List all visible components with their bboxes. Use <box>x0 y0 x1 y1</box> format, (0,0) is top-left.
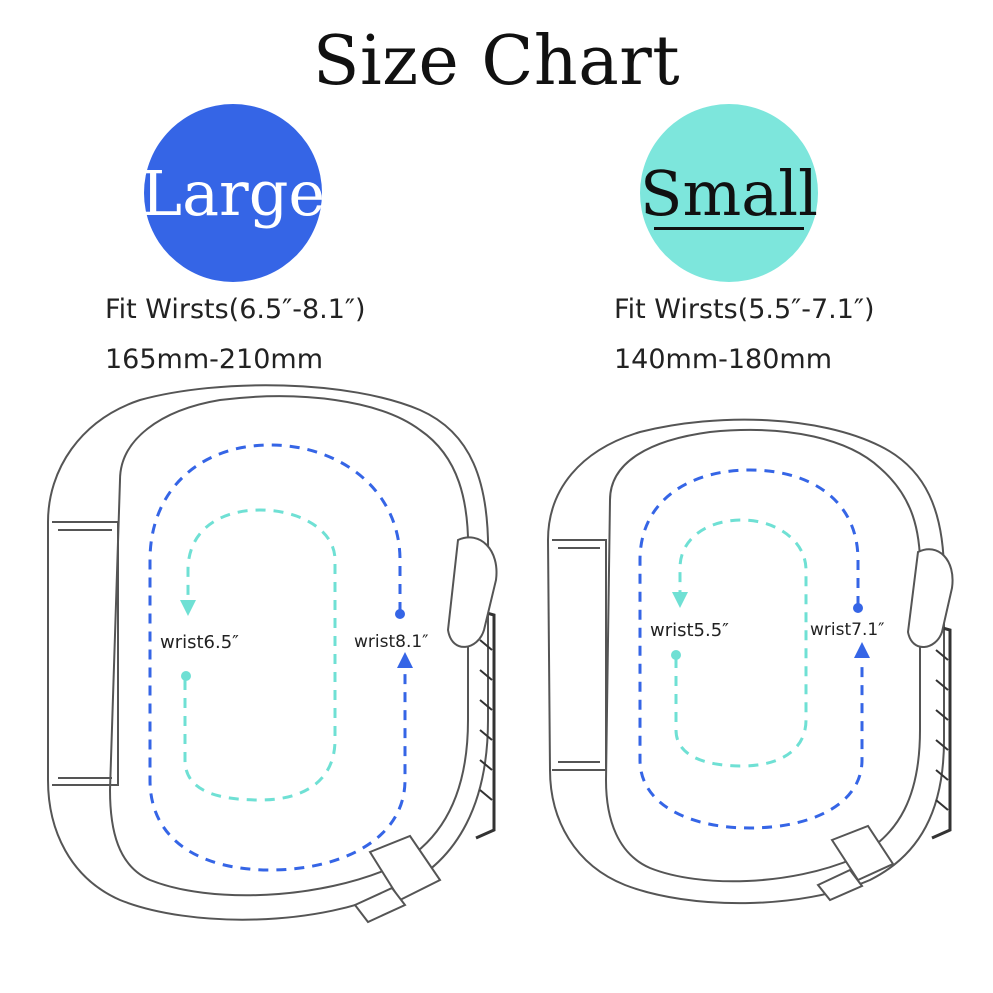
small-fit-text: Fit Wirsts(5.5″-7.1″) <box>614 294 875 325</box>
large-mm-text: 165mm-210mm <box>105 344 324 375</box>
large-band-outline-outer <box>47 384 490 921</box>
large-band-buckle <box>368 834 442 902</box>
large-inner-wrist-label: wrist6.5″ <box>160 632 239 653</box>
small-inner-loop-arrowhead <box>672 592 688 608</box>
small-outer-wrist-label: wrist7.1″ <box>810 620 885 640</box>
small-band-outline-inner <box>604 429 922 883</box>
small-outer-loop <box>638 468 864 830</box>
large-tracker-body <box>52 521 119 786</box>
small-band-keeper <box>906 548 954 648</box>
small-band-buckle <box>830 824 895 882</box>
small-outer-loop-start-dot <box>853 603 863 613</box>
large-band-drawing <box>47 384 498 924</box>
large-band-outline-inner <box>108 395 470 897</box>
small-size-badge: Small <box>640 104 818 282</box>
large-size-label: Large <box>140 156 326 230</box>
large-inner-loop-start-dot <box>181 671 191 681</box>
large-inner-loop-arrowhead <box>180 600 196 616</box>
small-band-drawing <box>546 418 954 905</box>
small-inner-loop <box>674 518 808 768</box>
large-inner-loop <box>183 508 337 802</box>
small-inner-loop-start-dot <box>671 650 681 660</box>
large-outer-loop-arrowhead <box>397 652 413 668</box>
large-outer-loop-start-dot <box>395 609 405 619</box>
large-size-badge: Large <box>140 104 326 282</box>
large-outer-loop <box>148 443 407 872</box>
small-band-outline-outer <box>546 418 946 905</box>
small-tracker-body <box>552 539 607 771</box>
small-mm-text: 140mm-180mm <box>614 344 833 375</box>
small-size-label: Small <box>640 156 818 230</box>
small-label-underline <box>654 227 804 230</box>
small-outer-loop-arrowhead <box>854 642 870 658</box>
large-outer-wrist-label: wrist8.1″ <box>354 632 429 652</box>
small-inner-wrist-label: wrist5.5″ <box>650 620 729 641</box>
large-fit-text: Fit Wirsts(6.5″-8.1″) <box>105 294 366 325</box>
page-title: Size Chart <box>312 22 681 101</box>
large-band-keeper <box>446 536 498 648</box>
